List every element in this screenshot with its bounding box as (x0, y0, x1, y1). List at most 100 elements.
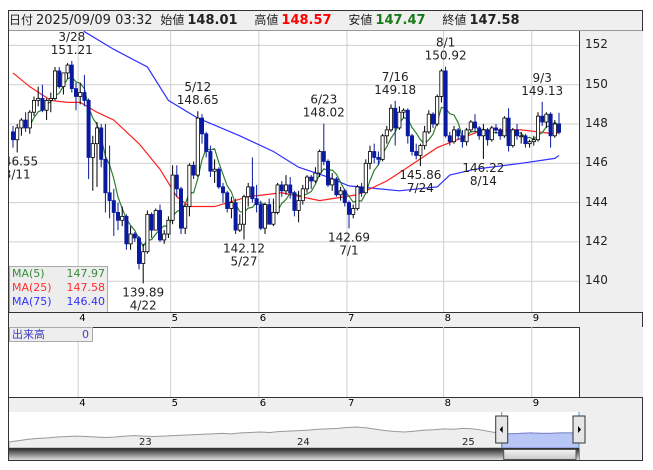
candle (502, 116, 507, 138)
candle (136, 236, 141, 270)
x-tick-label: 9 (532, 398, 540, 409)
candle (388, 104, 393, 132)
candle (414, 143, 419, 160)
candle-body (397, 111, 402, 129)
low-label: 安値 (348, 13, 373, 27)
candle (53, 67, 58, 101)
navigator-handle-left[interactable] (495, 415, 509, 444)
annotation-date: 5/27 (231, 255, 258, 269)
candle-body (57, 70, 62, 88)
candle-body (128, 233, 133, 245)
candle (485, 127, 490, 146)
candle (229, 196, 234, 219)
candle-body (447, 135, 452, 143)
candle (262, 202, 267, 235)
candle (170, 165, 175, 225)
arrow-left-icon (499, 426, 503, 433)
candle (86, 98, 91, 180)
candle (204, 131, 209, 158)
scrollbar-thumb[interactable] (503, 449, 577, 460)
candle-body (514, 129, 519, 137)
candle-body (141, 251, 146, 264)
candle (338, 186, 343, 201)
open-label: 始値 (160, 13, 185, 27)
candle-body (225, 192, 230, 209)
candle (304, 175, 309, 193)
annotation-date: 3/11 (9, 167, 31, 181)
annotation-value: 139.89 (122, 285, 164, 299)
candle-body (157, 210, 162, 241)
candle (212, 159, 217, 183)
annotation-date: 5/12 (184, 80, 211, 94)
candle-body (304, 176, 309, 190)
candle-body (246, 186, 251, 198)
candle-body (19, 119, 24, 129)
candle (426, 110, 431, 134)
chart-window: 日付 2025/09/09 03:32 始値 148.01 高値 148.57 安値 1… (8, 10, 643, 461)
candle (363, 159, 368, 194)
x-tick-label: 7 (348, 398, 355, 409)
candle-body (11, 131, 16, 141)
annotation-date: 4/22 (130, 298, 157, 312)
candle-body (510, 129, 515, 147)
candle-body (414, 151, 419, 156)
candle-body (372, 151, 377, 158)
year-label: 23 (139, 437, 152, 448)
candle-body (116, 212, 121, 221)
candle-body (317, 151, 322, 174)
candle (120, 206, 125, 227)
candle (443, 66, 448, 138)
candle-body (69, 64, 74, 90)
candle-body (523, 135, 528, 145)
candle-body (313, 172, 318, 182)
candle (321, 123, 326, 166)
candle-body (451, 129, 456, 143)
navigator-side (579, 412, 642, 460)
candle-body (435, 96, 440, 125)
candle (19, 118, 24, 136)
candle (220, 182, 225, 203)
candle-body (241, 196, 246, 225)
candle-body (61, 72, 66, 88)
candle (153, 208, 158, 231)
candle-body (44, 100, 49, 111)
candle-body (443, 70, 448, 137)
range-navigator[interactable]: 23 24 25 (9, 412, 642, 460)
candle-body (464, 129, 469, 143)
navigator-handle-right[interactable] (572, 415, 586, 444)
candle-body (229, 202, 234, 209)
candle (69, 60, 74, 93)
candle-body (493, 127, 498, 131)
y-tick-label: 142 (585, 233, 608, 248)
candle-body (338, 190, 343, 196)
candle-body (552, 123, 557, 137)
y-tick-label: 146 (585, 155, 608, 170)
candle-body (254, 198, 259, 205)
scrollbar-track[interactable] (9, 449, 579, 460)
candle (296, 190, 301, 223)
candle (124, 214, 129, 250)
candle-body (204, 133, 209, 152)
candle (145, 210, 150, 254)
candle (40, 84, 45, 113)
candle-body (40, 98, 45, 111)
candle-body (170, 174, 175, 221)
candle-body (363, 162, 368, 194)
candle (250, 157, 255, 203)
candle (544, 112, 549, 128)
candle (267, 198, 272, 225)
candle-body (536, 115, 541, 141)
candle-body (174, 174, 179, 190)
candle (481, 124, 486, 159)
annotation-value: 148.65 (177, 93, 219, 107)
candle (237, 214, 242, 233)
annotation-value: 149.18 (374, 83, 416, 97)
candle (514, 124, 519, 140)
year-label: 25 (462, 437, 475, 448)
candle (372, 143, 377, 164)
candle-body (506, 117, 511, 147)
annotation-value: 151.21 (51, 43, 93, 57)
candle-body (103, 158, 108, 194)
candle-body (216, 168, 221, 188)
